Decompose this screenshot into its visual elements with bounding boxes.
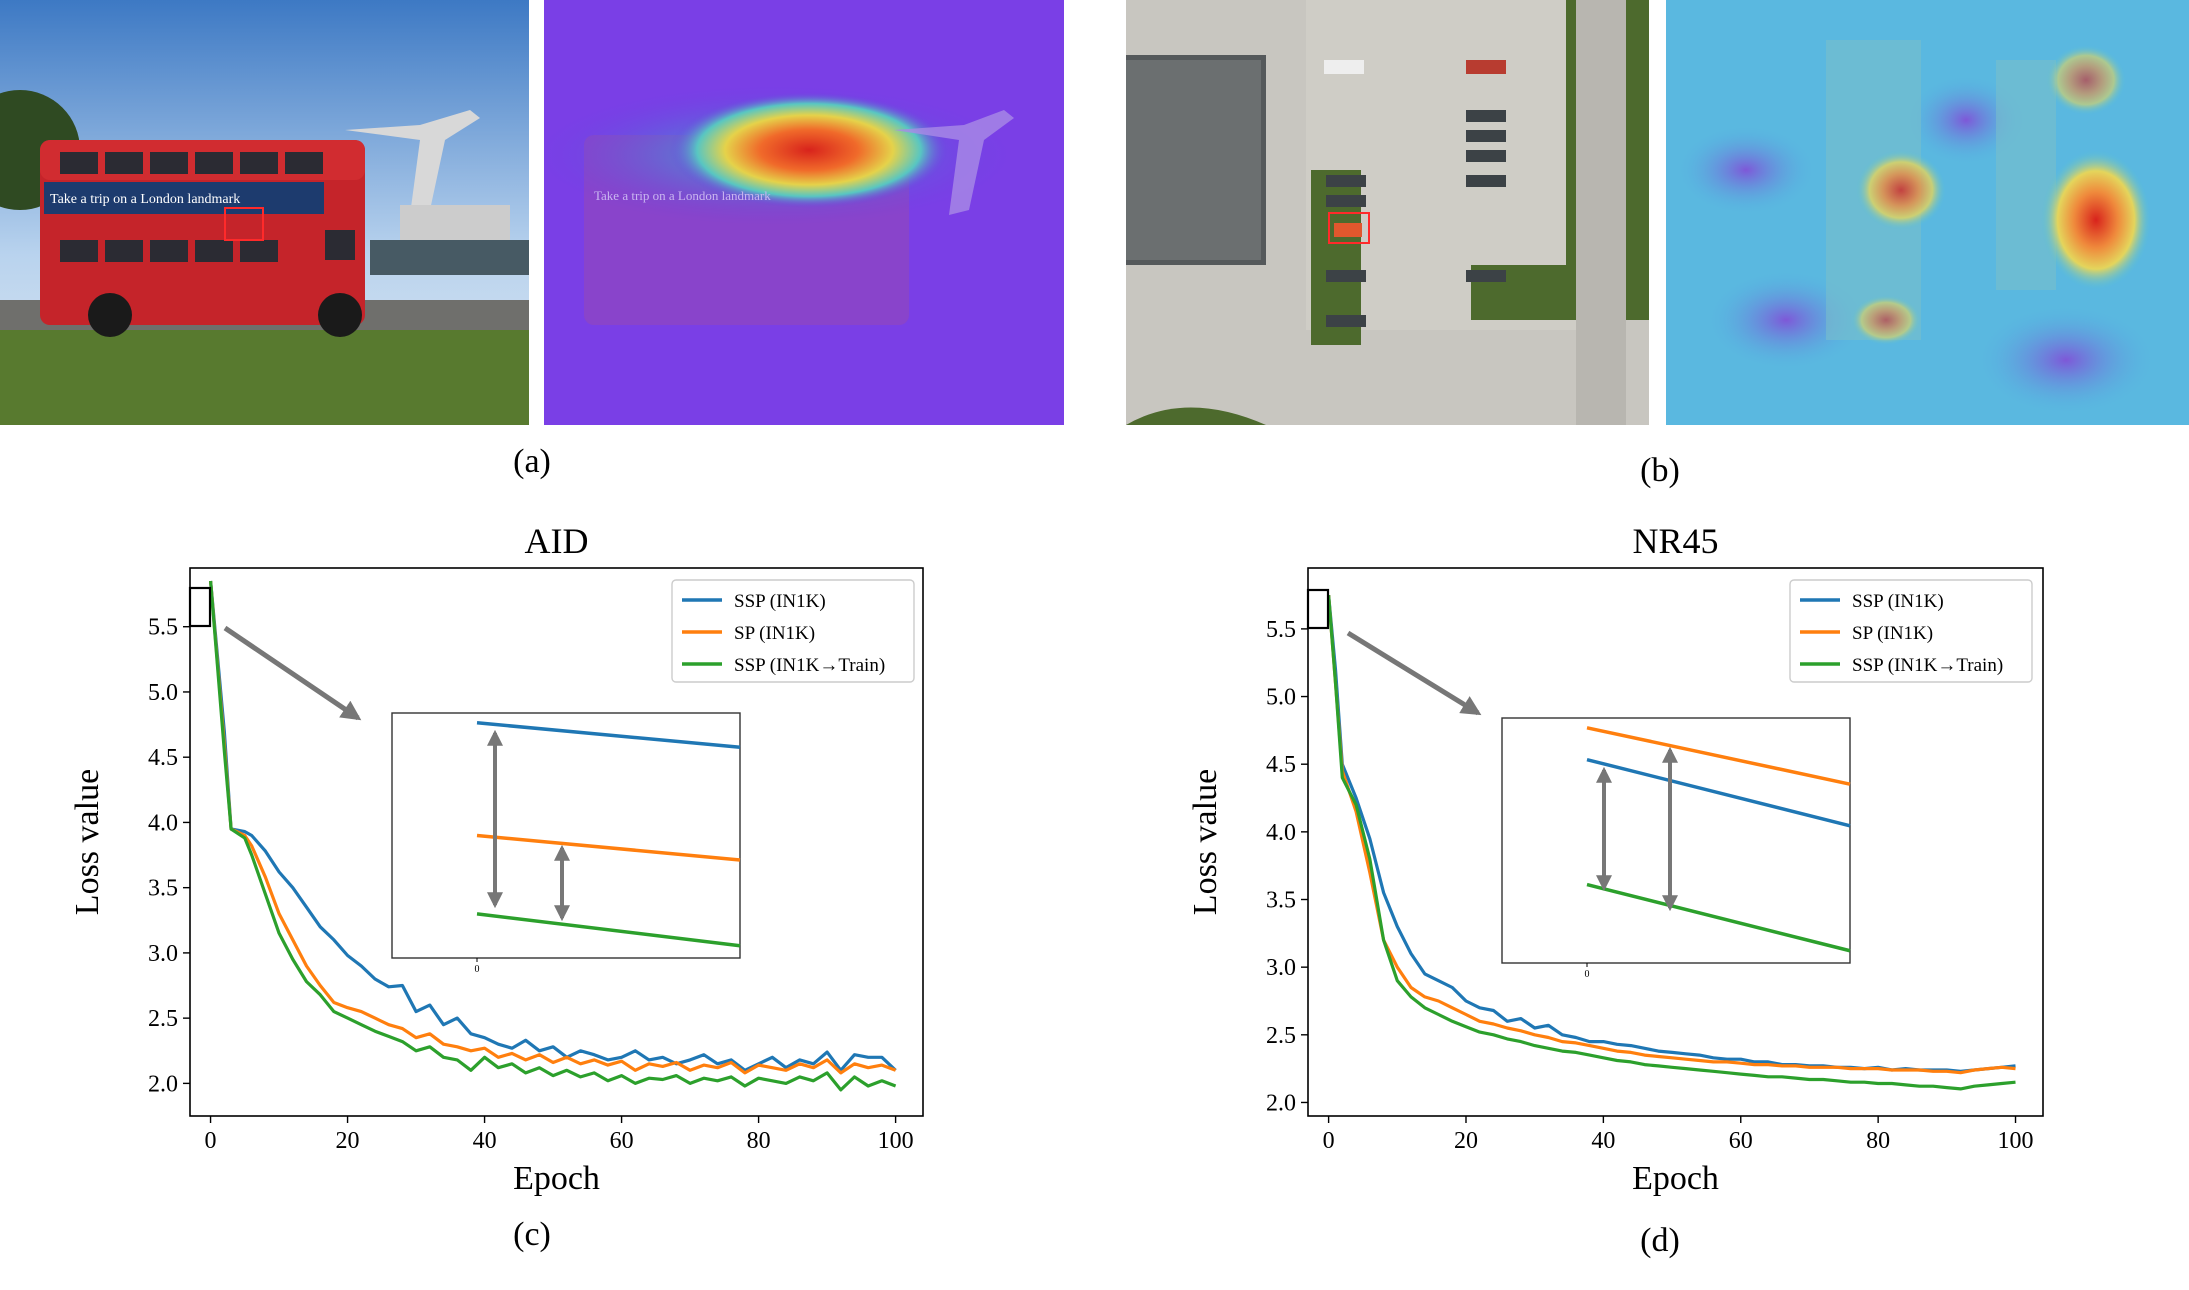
- plot-frame: [189, 567, 924, 1117]
- y-tick-label: 5.5: [148, 615, 178, 641]
- inset-line-ssp_train: [476, 912, 741, 948]
- inset-line-ssp: [1586, 757, 1851, 828]
- y-tick-label: 3.5: [1266, 888, 1296, 914]
- y-tick-label: 2.5: [1266, 1023, 1296, 1049]
- series-line-ssp_train: [1327, 594, 2016, 1091]
- parking-heatmap-illustration: [1666, 0, 2189, 425]
- chart-title: NR45: [1632, 521, 1718, 561]
- panel-a-photo: Take a trip on a London landmark: [0, 0, 529, 425]
- x-tick-label: 60: [1729, 1128, 1753, 1154]
- x-tick-label: 100: [1998, 1128, 2034, 1154]
- series-line-sp: [209, 580, 897, 1075]
- legend-label-sp: SP (IN1K): [734, 623, 815, 644]
- panel-b-photo: [1126, 0, 1649, 425]
- y-tick-label: 4.0: [148, 810, 178, 836]
- series-line-ssp_train: [209, 580, 897, 1092]
- x-axis-label: Epoch: [513, 1160, 600, 1197]
- y-tick-label: 4.5: [1266, 752, 1296, 778]
- y-tick-label: 3.0: [1266, 955, 1296, 981]
- legend-box: [671, 579, 915, 683]
- y-tick-label: 2.5: [148, 1006, 178, 1032]
- parking-photo-illustration: [1126, 0, 1649, 425]
- caption-a: (a): [513, 443, 551, 480]
- x-tick-label: 40: [1591, 1128, 1615, 1154]
- legend-label-ssp: SSP (IN1K): [734, 591, 826, 612]
- x-axis-label: Epoch: [1632, 1160, 1719, 1197]
- y-tick-label: 3.0: [148, 941, 178, 967]
- x-tick-label: 0: [205, 1128, 217, 1154]
- zoom-box: [1306, 588, 1330, 630]
- series-line-ssp: [209, 580, 897, 1072]
- chart-aid: AID 0 20 40 60 80 100 2.0 2.5 3.0 3.5 4.0 4.5 5.0 5.5 E…: [69, 521, 924, 1197]
- caption-b: (b): [1640, 452, 1680, 489]
- legend-label-sp: SP (IN1K): [1852, 623, 1933, 644]
- y-tick-label: 5.0: [148, 680, 178, 706]
- x-tick-label: 20: [1454, 1128, 1478, 1154]
- chart-title: AID: [525, 521, 589, 561]
- x-tick-label: 100: [878, 1128, 914, 1154]
- inset-line-sp: [1586, 726, 1851, 786]
- y-tick-label: 2.0: [148, 1071, 178, 1097]
- inset-tick-label: 0: [1585, 969, 1590, 980]
- highlight-box: [1328, 212, 1370, 244]
- bus-photo-illustration: Take a trip on a London landmark: [0, 0, 529, 425]
- y-axis-label: Loss value: [1187, 769, 1224, 915]
- x-tick-label: 20: [336, 1128, 360, 1154]
- x-tick-label: 0: [1323, 1128, 1335, 1154]
- inset-line-ssp_train: [1586, 882, 1851, 953]
- panel-b-heatmap: [1666, 0, 2189, 425]
- panel-a-heatmap: Take a trip on a London landmark: [544, 0, 1064, 425]
- x-tick-label: 80: [747, 1128, 771, 1154]
- y-tick-label: 4.0: [1266, 820, 1296, 846]
- zoom-inset: [391, 712, 741, 959]
- zoom-pointer-arrow: [1346, 630, 1482, 716]
- zoom-box: [188, 586, 212, 628]
- y-tick-label: 4.5: [148, 745, 178, 771]
- chart-nr45: NR45 0 20 40 60 80 100 2.0 2.5 3.0 3.5 4.0 4.5 5.0 5.5…: [1187, 521, 2044, 1197]
- bus-heatmap-illustration: Take a trip on a London landmark: [544, 0, 1064, 425]
- inset-line-ssp: [476, 721, 741, 750]
- legend-label-ssp: SSP (IN1K): [1852, 591, 1944, 612]
- plot-frame: [1307, 567, 2044, 1117]
- legend-box: [1789, 579, 2033, 683]
- y-tick-label: 2.0: [1266, 1090, 1296, 1116]
- zoom-inset: [1501, 717, 1851, 964]
- y-tick-label: 3.5: [148, 876, 178, 902]
- legend-label-ssp_train: SSP (IN1K→Train): [1852, 655, 2003, 676]
- heatmap-sign-text: Take a trip on a London landmark: [594, 188, 771, 203]
- y-tick-label: 5.0: [1266, 685, 1296, 711]
- x-tick-label: 40: [473, 1128, 497, 1154]
- caption-c: (c): [513, 1216, 551, 1253]
- inset-line-sp: [476, 833, 741, 862]
- x-tick-label: 60: [610, 1128, 634, 1154]
- legend-label-ssp_train: SSP (IN1K→Train): [734, 655, 885, 676]
- caption-d: (d): [1640, 1222, 1680, 1259]
- zoom-pointer-arrow: [223, 625, 362, 721]
- series-line-sp: [1327, 594, 2016, 1075]
- x-tick-label: 80: [1866, 1128, 1890, 1154]
- highlight-box: [224, 207, 264, 241]
- inset-tick-label: 0: [475, 964, 480, 975]
- y-axis-label: Loss value: [69, 769, 106, 915]
- bus-sign-text: Take a trip on a London landmark: [50, 192, 240, 207]
- y-tick-label: 5.5: [1266, 617, 1296, 643]
